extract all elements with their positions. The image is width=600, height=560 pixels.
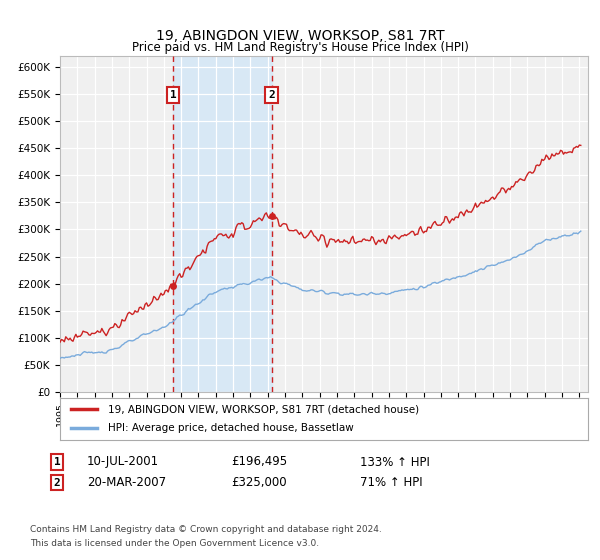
Text: 10-JUL-2001: 10-JUL-2001 bbox=[87, 455, 159, 469]
Text: 133% ↑ HPI: 133% ↑ HPI bbox=[360, 455, 430, 469]
Text: 2: 2 bbox=[53, 478, 61, 488]
Text: 2: 2 bbox=[268, 90, 275, 100]
Text: 19, ABINGDON VIEW, WORKSOP, S81 7RT (detached house): 19, ABINGDON VIEW, WORKSOP, S81 7RT (det… bbox=[107, 404, 419, 414]
Text: £325,000: £325,000 bbox=[231, 476, 287, 489]
Bar bbox=[173, 56, 272, 392]
Text: Price paid vs. HM Land Registry's House Price Index (HPI): Price paid vs. HM Land Registry's House … bbox=[131, 41, 469, 54]
Text: HPI: Average price, detached house, Bassetlaw: HPI: Average price, detached house, Bass… bbox=[107, 423, 353, 433]
Text: This data is licensed under the Open Government Licence v3.0.: This data is licensed under the Open Gov… bbox=[30, 539, 319, 548]
Text: Contains HM Land Registry data © Crown copyright and database right 2024.: Contains HM Land Registry data © Crown c… bbox=[30, 525, 382, 534]
Text: £196,495: £196,495 bbox=[231, 455, 287, 469]
Text: 71% ↑ HPI: 71% ↑ HPI bbox=[360, 476, 422, 489]
Text: 19, ABINGDON VIEW, WORKSOP, S81 7RT: 19, ABINGDON VIEW, WORKSOP, S81 7RT bbox=[155, 29, 445, 44]
Text: 1: 1 bbox=[53, 457, 61, 467]
Text: 20-MAR-2007: 20-MAR-2007 bbox=[87, 476, 166, 489]
Text: 1: 1 bbox=[170, 90, 176, 100]
